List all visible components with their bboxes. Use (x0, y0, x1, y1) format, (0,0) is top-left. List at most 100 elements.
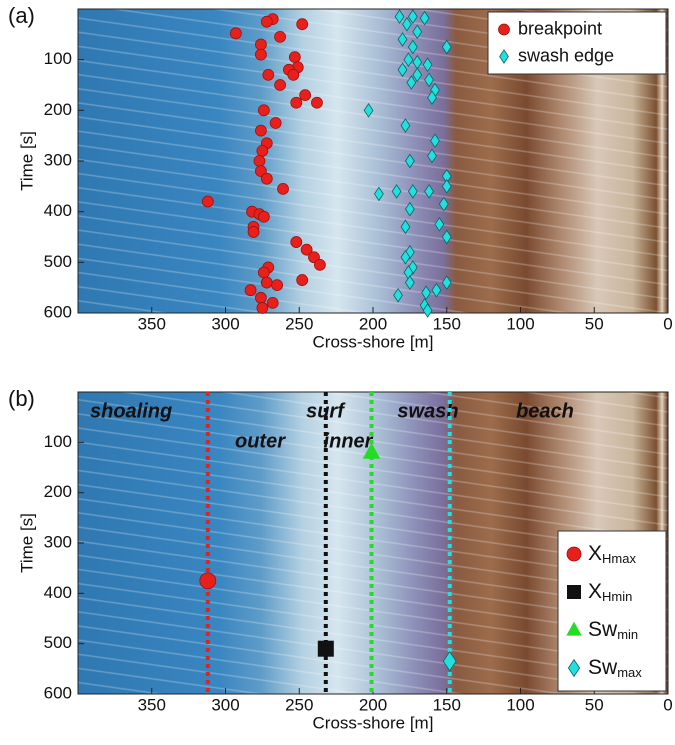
marker (394, 9, 405, 24)
marker (313, 258, 326, 271)
marker (427, 148, 437, 164)
marker (407, 9, 418, 24)
marker (257, 104, 270, 117)
x-tick-label: 300 (211, 695, 239, 714)
marker (566, 621, 582, 636)
legend-subscript: Hmax (602, 551, 636, 566)
marker (201, 195, 214, 208)
marker (422, 57, 433, 73)
legend-label: Swmax (588, 656, 642, 681)
marker (438, 196, 449, 212)
x-axis-label: Cross-shore [m] (313, 713, 434, 732)
marker (431, 282, 442, 298)
marker (422, 303, 433, 318)
legend-subscript: Hmin (602, 589, 632, 604)
marker (402, 16, 412, 32)
marker (567, 658, 581, 678)
marker (391, 184, 402, 199)
marker (274, 79, 286, 91)
y-tick-label: 500 (44, 252, 72, 271)
marker (566, 546, 582, 562)
y-tick-label: 100 (44, 432, 72, 451)
marker (260, 172, 273, 185)
region-label: inner (324, 430, 374, 452)
x-tick-label: 50 (585, 314, 604, 333)
legend-name: swash edge (518, 45, 614, 65)
marker (363, 103, 374, 118)
marker (393, 287, 403, 303)
marker (412, 67, 423, 83)
marker (277, 182, 289, 195)
region-label: outer (235, 430, 286, 452)
y-tick-label: 400 (44, 201, 72, 220)
marker (397, 62, 408, 78)
marker (254, 48, 267, 61)
marker (407, 260, 418, 275)
marker (404, 201, 415, 217)
marker (404, 244, 415, 260)
y-tick-label: 600 (44, 683, 72, 702)
y-tick-label: 600 (44, 302, 72, 321)
panel-label: (a) (8, 3, 35, 28)
marker (427, 90, 437, 105)
marker (407, 39, 418, 55)
marker (317, 640, 334, 657)
marker (287, 68, 300, 81)
marker (254, 38, 267, 51)
legend-name: X (588, 580, 602, 603)
marker (441, 39, 452, 55)
marker (262, 68, 275, 81)
marker (311, 96, 323, 109)
marker (256, 144, 269, 157)
x-tick-label: 100 (506, 695, 534, 714)
y-axis-label: Time [s] (17, 513, 36, 573)
marker (434, 217, 445, 232)
marker (397, 32, 408, 47)
legend-name: Sw (588, 656, 618, 679)
x-axis-label: Cross-shore [m] (313, 332, 434, 351)
panels: 350 300 250 200 150 100 50 0 100 200 300 400 500 600 C… (8, 3, 673, 733)
region-label: swash (397, 400, 458, 422)
marker (424, 184, 434, 199)
marker (430, 133, 440, 149)
legend-subscript: max (617, 665, 642, 680)
marker (288, 51, 301, 64)
legend-label: breakpoint (518, 18, 602, 38)
x-tick-label: 200 (359, 314, 387, 333)
legend-name: Sw (588, 618, 618, 641)
panel-label: (b) (8, 386, 35, 411)
x-tick-label: 50 (585, 695, 604, 714)
marker (260, 15, 273, 28)
marker (266, 296, 279, 309)
legend-label: swash edge (518, 45, 614, 65)
legend-name: breakpoint (518, 18, 602, 38)
legend-box (487, 11, 667, 75)
marker (247, 226, 260, 238)
marker (274, 30, 286, 43)
marker (296, 274, 309, 286)
marker (407, 184, 418, 199)
marker (199, 572, 217, 590)
marker (257, 266, 270, 279)
marker (253, 155, 266, 167)
marker (441, 275, 452, 290)
marker (290, 96, 303, 109)
marker (400, 118, 411, 133)
y-tick-label: 500 (44, 633, 72, 652)
x-tick-label: 350 (138, 314, 166, 333)
x-tick-label: 150 (433, 314, 461, 333)
y-tick-label: 200 (44, 100, 72, 119)
region-label: beach (516, 400, 574, 422)
x-tick-label: 150 (433, 695, 461, 714)
x-tick-label: 250 (285, 695, 313, 714)
marker (256, 302, 269, 314)
marker (254, 291, 267, 304)
region-label: shoaling (90, 400, 172, 422)
marker (296, 18, 309, 31)
panel: 350 300 250 200 150 100 50 0100200300400500600C… (8, 3, 673, 352)
x-tick-label: 200 (359, 695, 387, 714)
marker (412, 24, 423, 40)
x-tick-label: 300 (211, 314, 239, 333)
legend-label: XHmin (588, 580, 632, 605)
